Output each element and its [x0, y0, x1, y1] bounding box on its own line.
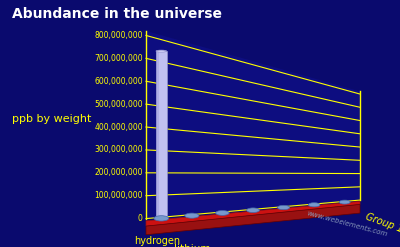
Text: 0: 0: [138, 214, 143, 223]
Polygon shape: [146, 201, 360, 226]
Polygon shape: [146, 205, 360, 235]
Text: 600,000,000: 600,000,000: [94, 77, 143, 86]
Text: 800,000,000: 800,000,000: [94, 31, 143, 40]
Ellipse shape: [246, 208, 260, 212]
Ellipse shape: [216, 210, 229, 215]
Ellipse shape: [156, 50, 167, 52]
Text: 400,000,000: 400,000,000: [94, 123, 143, 131]
Polygon shape: [156, 51, 159, 219]
Polygon shape: [156, 51, 167, 219]
Ellipse shape: [278, 205, 290, 210]
Text: 300,000,000: 300,000,000: [94, 145, 143, 154]
Text: Group 1: Group 1: [364, 211, 400, 234]
Ellipse shape: [185, 213, 199, 218]
Text: Abundance in the universe: Abundance in the universe: [12, 7, 222, 21]
Ellipse shape: [308, 203, 320, 207]
Text: 500,000,000: 500,000,000: [94, 100, 143, 109]
Text: 200,000,000: 200,000,000: [94, 168, 143, 177]
Text: www.webelements.com: www.webelements.com: [306, 210, 388, 237]
Text: hydrogen: hydrogen: [134, 236, 180, 246]
Text: ppb by weight: ppb by weight: [12, 114, 92, 124]
Text: 100,000,000: 100,000,000: [94, 191, 143, 200]
Text: 700,000,000: 700,000,000: [94, 54, 143, 63]
Ellipse shape: [154, 216, 169, 221]
Polygon shape: [146, 31, 360, 219]
Ellipse shape: [339, 200, 350, 204]
Text: lithium: lithium: [174, 244, 210, 247]
